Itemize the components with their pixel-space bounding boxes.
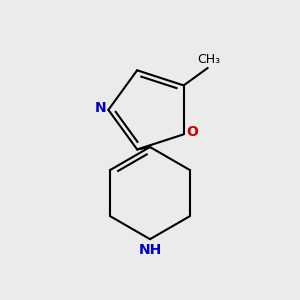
Text: NH: NH xyxy=(138,244,162,257)
Text: CH₃: CH₃ xyxy=(198,53,221,66)
Text: O: O xyxy=(187,125,199,139)
Text: N: N xyxy=(94,101,106,116)
